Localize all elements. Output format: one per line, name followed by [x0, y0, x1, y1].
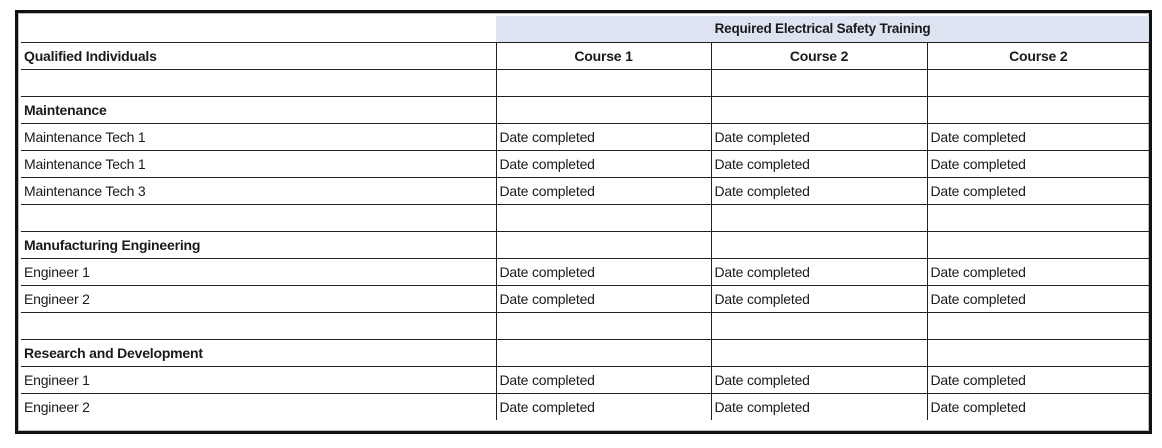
- completion-date-cell[interactable]: [926, 338, 1150, 367]
- individual-name: Maintenance Tech 1: [21, 122, 497, 151]
- completion-date-cell[interactable]: [710, 68, 928, 97]
- individual-name: [21, 203, 497, 232]
- completion-date-cell[interactable]: [495, 203, 712, 232]
- completion-date-cell[interactable]: [710, 230, 928, 259]
- completion-date-cell[interactable]: [926, 311, 1150, 340]
- completion-date-cell[interactable]: Date completed: [926, 392, 1150, 420]
- individual-name: Engineer 1: [21, 257, 497, 286]
- course-header: Course 1: [495, 41, 712, 70]
- completion-date-cell[interactable]: Date completed: [710, 392, 928, 420]
- individual-name: Engineer 1: [21, 365, 497, 394]
- table-row: Maintenance Tech 1 Date completed Date com…: [21, 122, 1150, 151]
- individual-name: Engineer 2: [21, 392, 497, 420]
- course-header: Course 2: [710, 41, 928, 70]
- table-row: Engineer 1 Date completed Date completed Da…: [21, 257, 1150, 286]
- completion-date-cell[interactable]: Date completed: [926, 122, 1150, 151]
- corner-cell: [21, 16, 496, 43]
- group-row: Maintenance: [21, 95, 1150, 124]
- completion-date-cell[interactable]: Date completed: [495, 149, 712, 178]
- completion-date-cell[interactable]: [926, 230, 1150, 259]
- group-label: Research and Development: [21, 338, 497, 367]
- completion-date-cell[interactable]: [495, 230, 712, 259]
- completion-date-cell[interactable]: Date completed: [710, 176, 928, 205]
- completion-date-cell[interactable]: Date completed: [710, 284, 928, 313]
- spacer-row: [21, 68, 1150, 97]
- group-label: Manufacturing Engineering: [21, 230, 497, 259]
- header-row: Qualified Individuals Course 1 Course 2 …: [21, 41, 1150, 70]
- individual-name: Maintenance Tech 1: [21, 149, 497, 178]
- completion-date-cell[interactable]: Date completed: [926, 149, 1150, 178]
- completion-date-cell[interactable]: Date completed: [926, 257, 1150, 286]
- table-row: Engineer 1 Date completed Date completed Da…: [21, 365, 1150, 394]
- training-matrix-table: Required Electrical Safety Training Qual…: [21, 16, 1150, 420]
- group-row: Research and Development: [21, 338, 1150, 367]
- completion-date-cell[interactable]: Date completed: [926, 284, 1150, 313]
- completion-date-cell[interactable]: [495, 68, 712, 97]
- completion-date-cell[interactable]: [495, 311, 712, 340]
- completion-date-cell[interactable]: [710, 203, 928, 232]
- training-banner: Required Electrical Safety Training: [496, 16, 1150, 43]
- course-header: Course 2: [926, 41, 1150, 70]
- completion-date-cell[interactable]: Date completed: [710, 257, 928, 286]
- individual-name: [21, 311, 497, 340]
- table-row: Engineer 2 Date completed Date completed Da…: [21, 284, 1150, 313]
- completion-date-cell[interactable]: [710, 338, 928, 367]
- completion-date-cell[interactable]: Date completed: [710, 365, 928, 394]
- table-row: Maintenance Tech 1 Date completed Date com…: [21, 149, 1150, 178]
- completion-date-cell[interactable]: Date completed: [495, 122, 712, 151]
- completion-date-cell[interactable]: [495, 95, 712, 124]
- table-row: Maintenance Tech 3 Date completed Date com…: [21, 176, 1150, 205]
- completion-date-cell[interactable]: [926, 95, 1150, 124]
- completion-date-cell[interactable]: Date completed: [495, 176, 712, 205]
- completion-date-cell[interactable]: Date completed: [495, 257, 712, 286]
- completion-date-cell[interactable]: Date completed: [495, 284, 712, 313]
- completion-date-cell[interactable]: Date completed: [710, 122, 928, 151]
- spacer-row: [21, 311, 1150, 340]
- table-row: Engineer 2 Date completed Date completed Da…: [21, 392, 1150, 420]
- completion-date-cell[interactable]: [710, 95, 928, 124]
- spacer-row: [21, 203, 1150, 232]
- group-label: Maintenance: [21, 95, 497, 124]
- completion-date-cell[interactable]: Date completed: [926, 365, 1150, 394]
- completion-date-cell[interactable]: [926, 203, 1150, 232]
- training-table-frame: Required Electrical Safety Training Qual…: [15, 10, 1152, 434]
- banner-row: Required Electrical Safety Training: [21, 16, 1150, 43]
- completion-date-cell[interactable]: [926, 68, 1150, 97]
- individual-name: [21, 68, 497, 97]
- completion-date-cell[interactable]: Date completed: [495, 392, 712, 420]
- completion-date-cell[interactable]: [710, 311, 928, 340]
- completion-date-cell[interactable]: Date completed: [495, 365, 712, 394]
- individual-name: Maintenance Tech 3: [21, 176, 497, 205]
- completion-date-cell[interactable]: Date completed: [710, 149, 928, 178]
- group-row: Manufacturing Engineering: [21, 230, 1150, 259]
- individual-name: Engineer 2: [21, 284, 497, 313]
- completion-date-cell[interactable]: [495, 338, 712, 367]
- completion-date-cell[interactable]: Date completed: [926, 176, 1150, 205]
- qualified-individuals-header: Qualified Individuals: [21, 41, 497, 70]
